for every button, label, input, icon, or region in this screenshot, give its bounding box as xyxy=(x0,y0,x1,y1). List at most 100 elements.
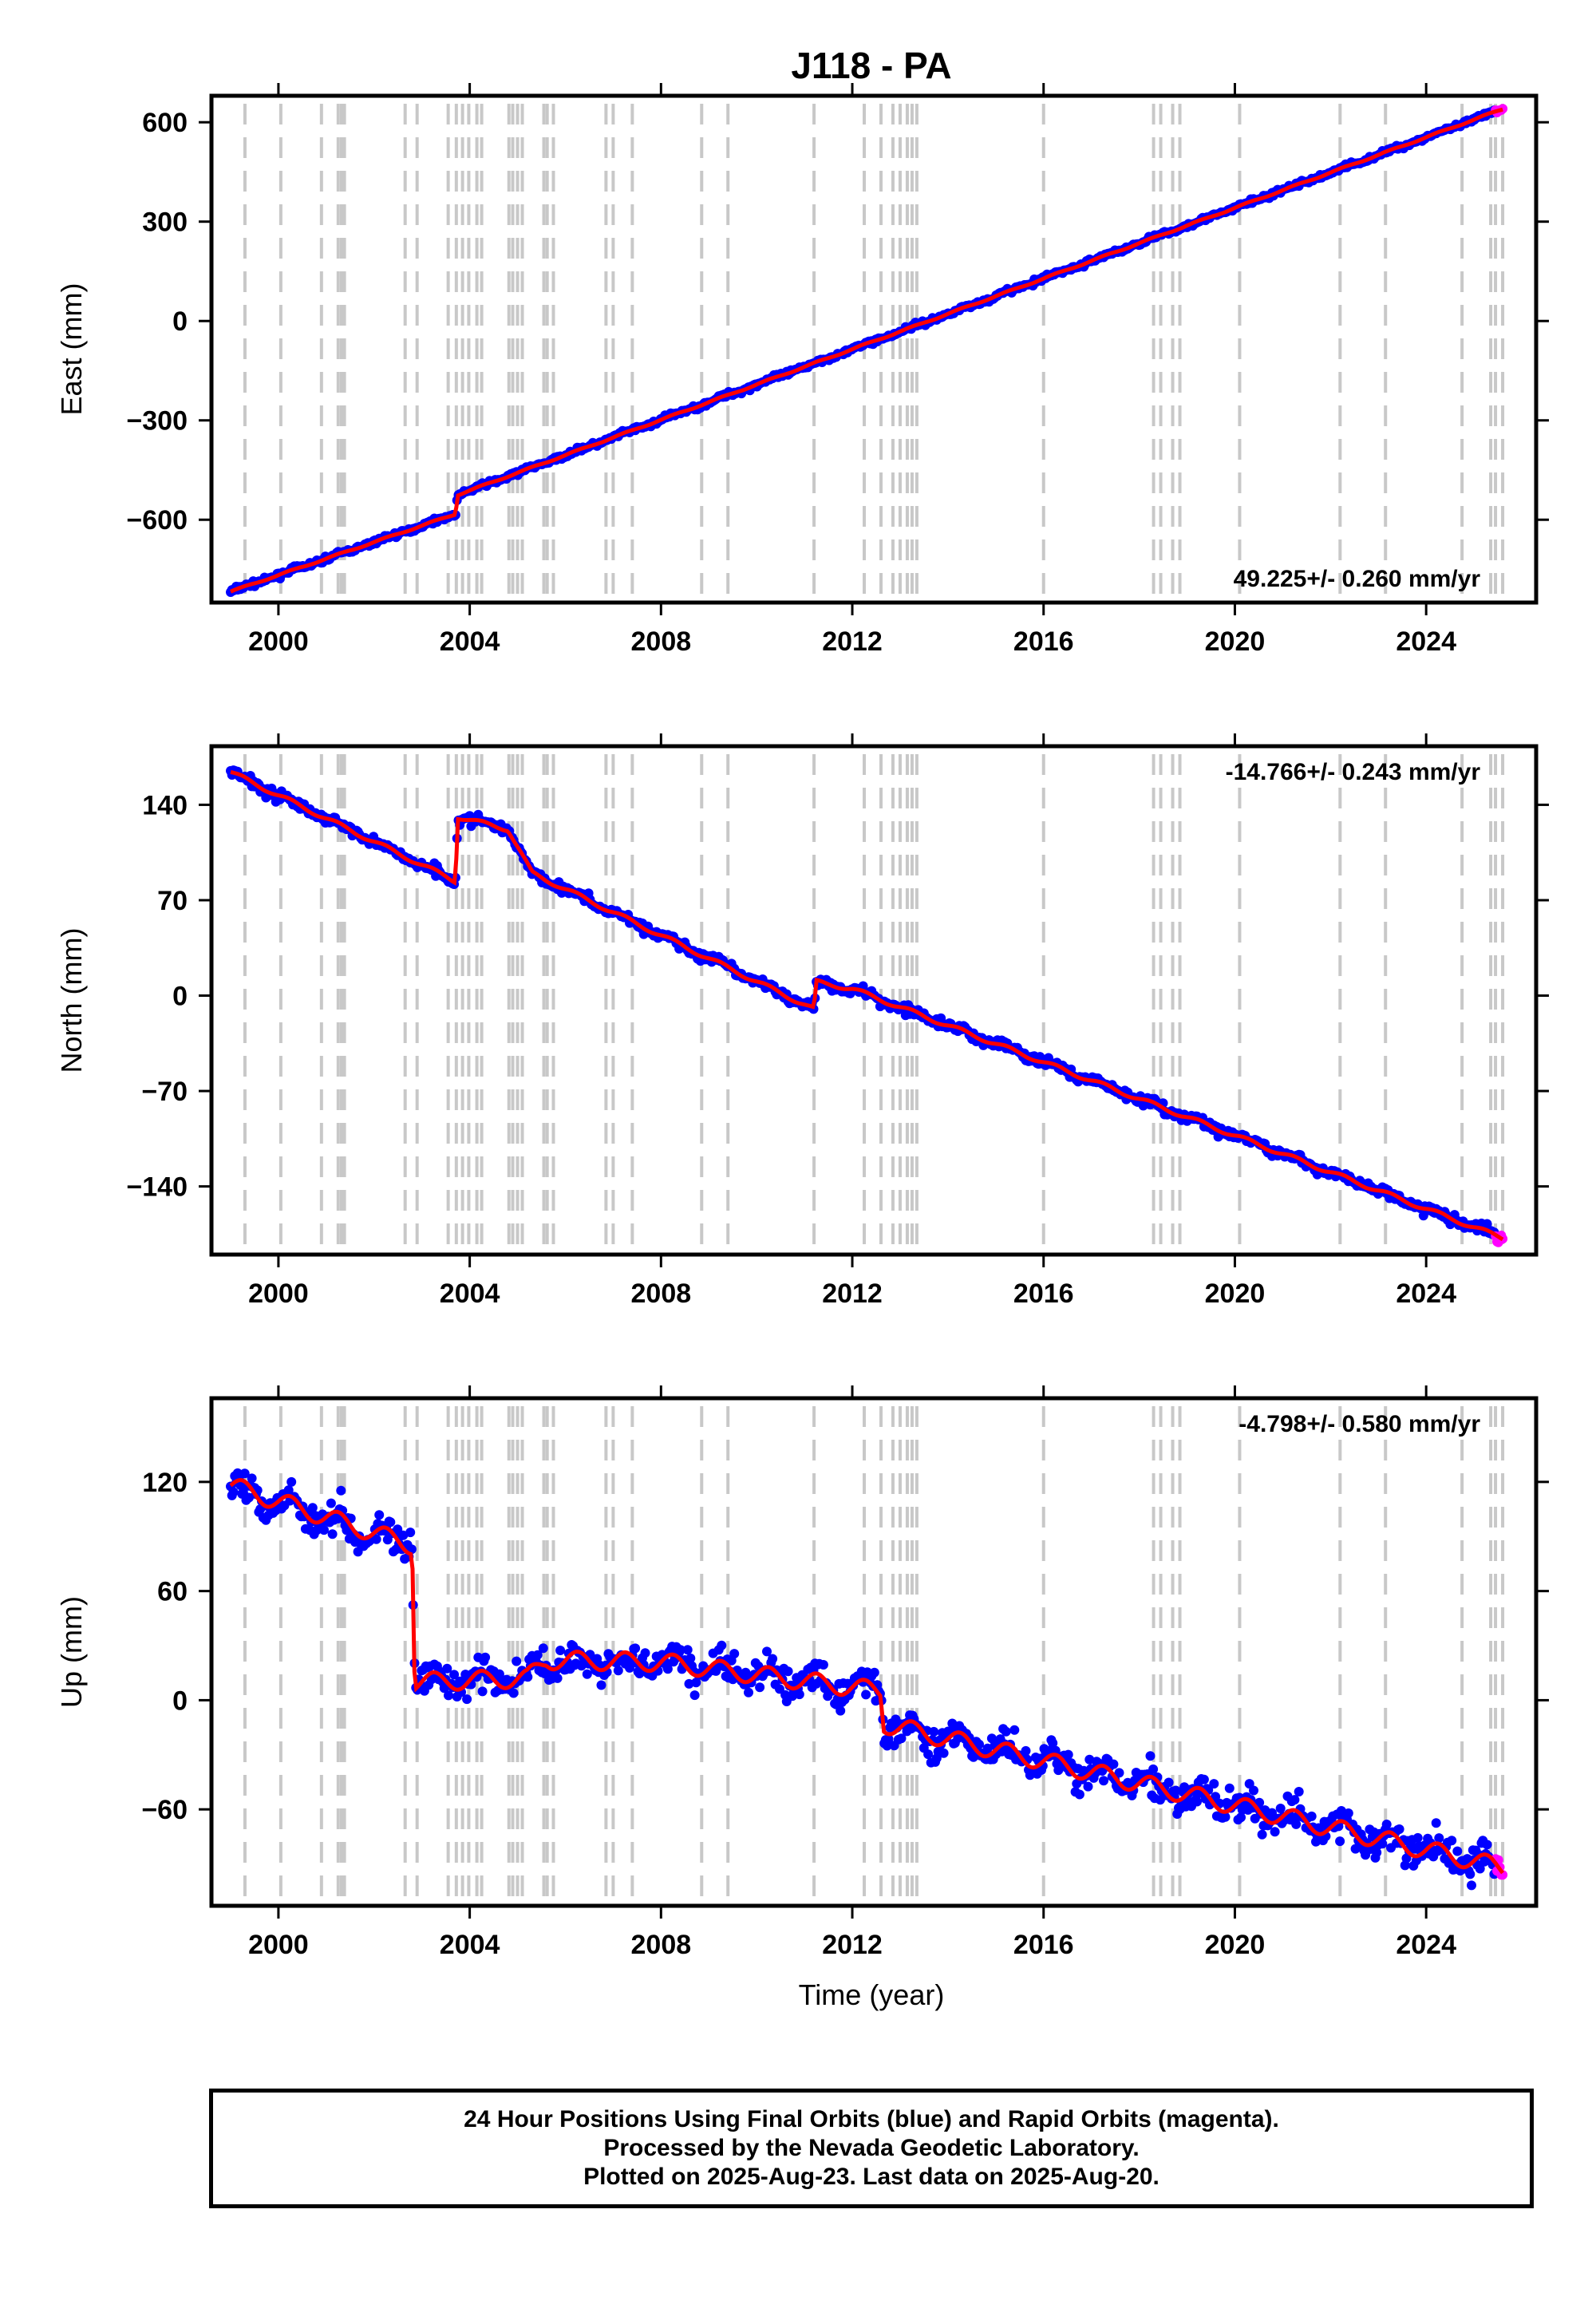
north-x-tick-label: 2020 xyxy=(1205,1279,1266,1309)
up-data-point xyxy=(1372,1848,1382,1858)
up-data-point xyxy=(582,1669,592,1679)
north-x-tick-label: 2024 xyxy=(1396,1279,1456,1309)
up-data-point xyxy=(228,1487,239,1497)
east-y-tick-label: −300 xyxy=(126,406,188,437)
up-data-point xyxy=(1290,1795,1300,1805)
up-data-point xyxy=(1306,1811,1317,1821)
east-x-tick-label: 2004 xyxy=(440,626,500,657)
up-data-point xyxy=(1192,1796,1202,1807)
north-y-tick-label: 140 xyxy=(142,790,188,820)
up-data-point xyxy=(1074,1789,1084,1800)
up-data-point xyxy=(596,1680,606,1690)
up-data-point xyxy=(538,1643,548,1654)
up-x-tick-label: 2016 xyxy=(1013,1930,1074,1960)
up-data-point xyxy=(1377,1839,1388,1849)
up-data-point xyxy=(768,1654,778,1664)
up-x-tick-label: 2024 xyxy=(1396,1930,1456,1960)
up-x-tick-label: 2012 xyxy=(822,1930,883,1960)
east-model-line xyxy=(230,107,1503,594)
up-data-point xyxy=(449,1670,460,1680)
up-data-point xyxy=(1199,1774,1209,1784)
north-x-tick-label: 2000 xyxy=(248,1279,309,1309)
up-data-point xyxy=(1465,1869,1476,1879)
up-data-point xyxy=(477,1686,488,1697)
east-y-tick-label: 600 xyxy=(142,108,188,138)
up-data-point xyxy=(244,1492,254,1503)
up-data-point xyxy=(405,1528,416,1538)
up-data-point xyxy=(1048,1738,1058,1749)
north-y-tick-label: −70 xyxy=(141,1077,188,1107)
up-data-point xyxy=(319,1525,329,1535)
up-data-point xyxy=(1209,1779,1219,1789)
east-x-tick-label: 2016 xyxy=(1013,626,1074,657)
up-frame xyxy=(209,1396,1539,1908)
up-data-point xyxy=(783,1666,793,1677)
up-data-point xyxy=(1343,1808,1353,1818)
up-model-line xyxy=(229,1478,1505,1875)
up-data-point xyxy=(675,1645,685,1655)
up-data-point xyxy=(1434,1833,1444,1844)
up-data-point xyxy=(444,1690,453,1701)
up-data-point xyxy=(762,1646,772,1657)
up-data-point xyxy=(818,1660,828,1670)
up-data-point xyxy=(1412,1832,1423,1843)
up-data-point xyxy=(1431,1818,1441,1828)
up-data-point xyxy=(883,1734,894,1744)
up-data-point xyxy=(630,1643,641,1654)
up-data-point xyxy=(1083,1781,1093,1792)
up-data-point xyxy=(896,1733,907,1744)
up-data-point xyxy=(1224,1783,1235,1793)
east-x-tick-label: 2012 xyxy=(822,626,883,657)
up-data-point xyxy=(744,1687,753,1697)
up-y-tick-label: 0 xyxy=(172,1686,188,1716)
up-data-point xyxy=(861,1690,871,1700)
up-data-point xyxy=(1145,1751,1156,1761)
chart-title: J118 - PA xyxy=(791,45,951,86)
up-data-point xyxy=(247,1473,257,1484)
up-data-point xyxy=(1467,1880,1476,1891)
up-data-point xyxy=(1249,1785,1258,1796)
up-data-point xyxy=(741,1667,751,1678)
up-x-tick-label: 2004 xyxy=(440,1930,500,1960)
up-data-point xyxy=(385,1517,396,1528)
up-data-point xyxy=(775,1684,784,1694)
north-model-line xyxy=(230,769,1504,1242)
north-y-tick-label: 0 xyxy=(172,982,188,1012)
east-y-axis-label: East (mm) xyxy=(55,283,88,416)
east-panel: 2000 2004 2008 2012 2016 2020 2024 −600 −300 0 300… xyxy=(55,83,1549,657)
east-y-tick-label: 300 xyxy=(142,207,188,238)
up-data-point xyxy=(836,1705,846,1716)
up-data-point xyxy=(555,1646,566,1655)
up-data-point xyxy=(512,1656,522,1666)
footer-line-3: Plotted on 2025-Aug-23. Last data on 202… xyxy=(583,2164,1159,2190)
up-data-point xyxy=(717,1640,727,1650)
up-y-tick-label: 60 xyxy=(157,1577,188,1607)
up-data-point xyxy=(938,1748,949,1758)
up-data-point xyxy=(1021,1745,1031,1756)
up-data-point xyxy=(682,1645,693,1655)
north-rate-label: -14.766+/- 0.243 mm/yr xyxy=(1226,759,1481,785)
up-data-point xyxy=(729,1649,740,1659)
up-x-tick-label: 2008 xyxy=(631,1930,692,1960)
up-data-point xyxy=(523,1672,533,1682)
north-y-axis-label: North (mm) xyxy=(55,928,88,1073)
up-data-point xyxy=(283,1485,294,1496)
footer-box: 24 Hour Positions Using Final Orbits (bl… xyxy=(209,2089,1534,2208)
north-data-point xyxy=(1482,1219,1492,1229)
up-data-point xyxy=(374,1510,385,1520)
up-data-point xyxy=(371,1534,381,1544)
up-data-point xyxy=(640,1648,650,1658)
up-data-point xyxy=(1163,1777,1174,1788)
up-data-point xyxy=(532,1650,543,1660)
x-axis-label: Time (year) xyxy=(799,1978,945,2011)
up-data-point xyxy=(1462,1854,1472,1864)
up-data-point xyxy=(625,1662,634,1673)
north-x-tick-label: 2016 xyxy=(1013,1279,1074,1309)
up-data-point xyxy=(1009,1725,1020,1735)
up-data-point xyxy=(1108,1759,1119,1769)
up-y-axis-label: Up (mm) xyxy=(55,1596,88,1708)
up-data-point xyxy=(689,1690,700,1701)
up-data-point xyxy=(1381,1820,1392,1829)
up-data-point xyxy=(794,1690,804,1700)
